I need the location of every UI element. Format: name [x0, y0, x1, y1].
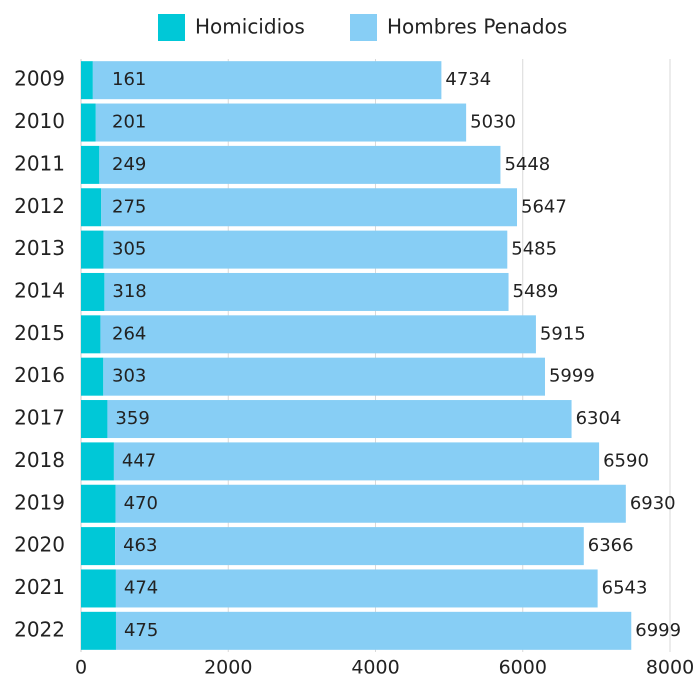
data-label: 5489 [513, 281, 559, 302]
data-label: 5647 [521, 196, 567, 217]
x-tick-label: 2000 [204, 657, 252, 679]
data-label: 5448 [504, 154, 550, 175]
bar [115, 484, 626, 523]
data-label: 470 [124, 493, 158, 514]
legend-label: Hombres Penados [387, 15, 567, 39]
x-tick-label: 6000 [499, 657, 547, 679]
bar [104, 272, 509, 311]
legend-swatch [158, 14, 185, 41]
data-label: 5485 [511, 239, 557, 260]
y-tick-label: 2019 [14, 490, 65, 514]
y-tick-label: 2013 [14, 236, 65, 260]
data-label: 463 [123, 535, 157, 556]
bar [103, 230, 508, 269]
data-label: 303 [112, 366, 146, 387]
bar [99, 145, 501, 184]
x-tick-label: 4000 [351, 657, 399, 679]
y-tick-label: 2012 [14, 194, 65, 218]
data-label: 249 [112, 154, 146, 175]
y-tick-label: 2016 [14, 363, 65, 387]
data-label: 318 [112, 281, 146, 302]
y-tick-label: 2010 [14, 109, 65, 133]
data-label: 6366 [588, 535, 634, 556]
bar [81, 103, 96, 142]
bar [92, 61, 442, 100]
bar [81, 188, 102, 227]
legend-swatch [350, 14, 377, 41]
y-tick-label: 2015 [14, 321, 65, 345]
bar [81, 484, 116, 523]
bar [113, 442, 600, 481]
data-label: 161 [112, 69, 146, 90]
data-label: 5030 [470, 112, 516, 133]
bar [101, 188, 518, 227]
data-label: 6590 [603, 450, 649, 471]
bar [81, 442, 114, 481]
data-label: 6999 [635, 620, 681, 641]
data-label: 475 [124, 620, 158, 641]
data-label: 4734 [445, 69, 491, 90]
data-label: 6930 [630, 493, 676, 514]
bar [81, 357, 104, 396]
data-label: 6543 [602, 577, 648, 598]
bar [81, 272, 105, 311]
data-label: 275 [112, 196, 146, 217]
y-tick-label: 2022 [14, 617, 65, 641]
x-tick-label: 0 [75, 657, 87, 679]
y-tick-label: 2021 [14, 575, 65, 599]
x-tick-label: 8000 [646, 657, 694, 679]
bar [81, 611, 116, 650]
y-tick-label: 2018 [14, 448, 65, 472]
y-tick-label: 2020 [14, 533, 65, 557]
data-label: 264 [112, 323, 146, 344]
bar [81, 527, 116, 566]
data-label: 447 [122, 450, 156, 471]
data-label: 474 [124, 577, 158, 598]
bar [81, 145, 100, 184]
legend-label: Homicidios [195, 15, 305, 39]
data-label: 359 [115, 408, 149, 429]
bar [81, 569, 116, 608]
bar [100, 315, 536, 354]
bar [107, 400, 572, 439]
data-label: 305 [112, 239, 146, 260]
data-label: 5915 [540, 323, 586, 344]
y-tick-label: 2017 [14, 406, 65, 430]
bar [81, 315, 101, 354]
data-label: 5999 [549, 366, 595, 387]
y-tick-label: 2011 [14, 151, 65, 175]
bar [103, 357, 545, 396]
bar [115, 527, 584, 566]
bar [95, 103, 467, 142]
y-tick-label: 2014 [14, 278, 65, 302]
bar [115, 569, 598, 608]
bar [81, 230, 104, 269]
bar [81, 61, 93, 100]
data-label: 6304 [576, 408, 622, 429]
data-label: 201 [112, 112, 146, 133]
bar [81, 400, 108, 439]
y-tick-label: 2009 [14, 67, 65, 91]
bar [115, 611, 632, 650]
